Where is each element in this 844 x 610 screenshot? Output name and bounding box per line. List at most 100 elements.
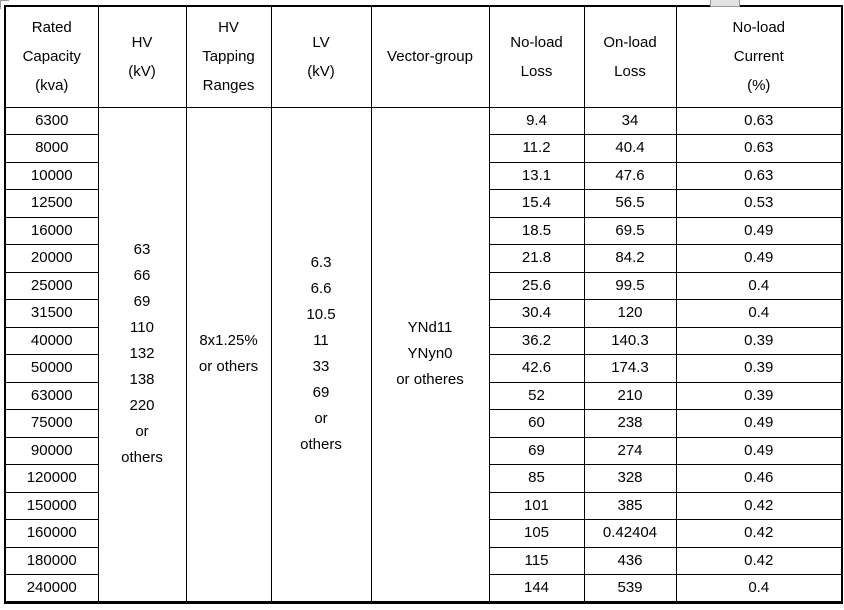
cell-hv-values-merged: 63 66 69 110 132 138 220 or others <box>97 106 187 603</box>
cell-no-load-loss: 11.2 <box>488 134 585 163</box>
cell-on-load-loss: 274 <box>583 436 677 465</box>
cell-no-load-loss: 85 <box>488 464 585 493</box>
table-row: 8000 11.2 40.4 0.63 <box>4 134 843 163</box>
table-row: 6300 63 66 69 110 132 138 220 or others 8x… <box>4 106 843 603</box>
cell-on-load-loss: 328 <box>583 464 677 493</box>
cell-rated-capacity: 20000 <box>4 244 99 273</box>
header-rated-capacity: Rated Capacity (kva) <box>4 5 99 108</box>
cell-no-load-loss: 18.5 <box>488 216 585 245</box>
cell-no-load-loss: 15.4 <box>488 189 585 218</box>
cell-hv-tapping-merged: 8x1.25% or others <box>185 106 272 603</box>
cell-rated-capacity: 120000 <box>4 464 99 493</box>
cell-rated-capacity: 160000 <box>4 519 99 548</box>
table-row: 40000 36.2 140.3 0.39 <box>4 326 843 355</box>
table-row: 16000 18.5 69.5 0.49 <box>4 216 843 245</box>
table-row: 50000 42.6 174.3 0.39 <box>4 354 843 383</box>
cell-rated-capacity: 16000 <box>4 216 99 245</box>
cell-no-load-current: 0.49 <box>675 436 843 465</box>
cell-no-load-current: 0.63 <box>675 161 843 190</box>
table-row: 31500 30.4 120 0.4 <box>4 299 843 328</box>
header-row: Rated Capacity (kva) HV (kV) HV Tapping … <box>4 5 843 108</box>
header-hv: HV (kV) <box>97 5 187 108</box>
cell-no-load-current: 0.42 <box>675 546 843 575</box>
cell-rated-capacity: 31500 <box>4 299 99 328</box>
cell-no-load-current: 0.53 <box>675 189 843 218</box>
cell-no-load-loss: 30.4 <box>488 299 585 328</box>
cell-no-load-current: 0.63 <box>675 134 843 163</box>
table-row: 25000 25.6 99.5 0.4 <box>4 271 843 300</box>
cell-no-load-current: 0.39 <box>675 354 843 383</box>
top-edge-artifact <box>710 0 740 7</box>
table-row: 90000 69 274 0.49 <box>4 436 843 465</box>
cell-on-load-loss: 40.4 <box>583 134 677 163</box>
cell-no-load-current: 0.63 <box>675 106 843 135</box>
cell-on-load-loss: 140.3 <box>583 326 677 355</box>
cell-no-load-current: 0.42 <box>675 491 843 520</box>
cell-on-load-loss: 34 <box>583 106 677 135</box>
table-row: 120000 85 328 0.46 <box>4 464 843 493</box>
cell-no-load-loss: 21.8 <box>488 244 585 273</box>
transformer-spec-table: Rated Capacity (kva) HV (kV) HV Tapping … <box>4 5 843 604</box>
cell-no-load-current: 0.49 <box>675 409 843 438</box>
cell-rated-capacity: 40000 <box>4 326 99 355</box>
cell-on-load-loss: 84.2 <box>583 244 677 273</box>
cell-on-load-loss: 210 <box>583 381 677 410</box>
crosshair-artifact <box>0 0 9 9</box>
table-row: 240000 144 539 0.4 <box>4 574 843 603</box>
cell-no-load-loss: 144 <box>488 574 585 603</box>
cell-on-load-loss: 539 <box>583 574 677 603</box>
table-body: 6300 63 66 69 110 132 138 220 or others 8x… <box>4 106 843 603</box>
cell-on-load-loss: 56.5 <box>583 189 677 218</box>
cell-no-load-loss: 9.4 <box>488 106 585 135</box>
cell-on-load-loss: 385 <box>583 491 677 520</box>
table-row: 180000 115 436 0.42 <box>4 546 843 575</box>
cell-no-load-loss: 60 <box>488 409 585 438</box>
cell-on-load-loss: 69.5 <box>583 216 677 245</box>
cell-rated-capacity: 75000 <box>4 409 99 438</box>
header-on-load-loss: On-load Loss <box>583 5 677 108</box>
cell-no-load-loss: 42.6 <box>488 354 585 383</box>
table-row: 63000 52 210 0.39 <box>4 381 843 410</box>
cell-no-load-current: 0.42 <box>675 519 843 548</box>
cell-no-load-loss: 13.1 <box>488 161 585 190</box>
header-lv: LV (kV) <box>270 5 372 108</box>
cell-no-load-current: 0.49 <box>675 216 843 245</box>
cell-on-load-loss: 120 <box>583 299 677 328</box>
cell-rated-capacity: 90000 <box>4 436 99 465</box>
cell-on-load-loss: 436 <box>583 546 677 575</box>
cell-no-load-loss: 115 <box>488 546 585 575</box>
cell-lv-values-merged: 6.3 6.6 10.5 11 33 69 or others <box>270 106 372 603</box>
cell-rated-capacity: 63000 <box>4 381 99 410</box>
cell-no-load-current: 0.4 <box>675 271 843 300</box>
cell-no-load-current: 0.4 <box>675 574 843 603</box>
cell-no-load-current: 0.39 <box>675 326 843 355</box>
cell-rated-capacity: 180000 <box>4 546 99 575</box>
cell-rated-capacity: 150000 <box>4 491 99 520</box>
header-no-load-loss: No-load Loss <box>488 5 585 108</box>
cell-no-load-loss: 25.6 <box>488 271 585 300</box>
table-header: Rated Capacity (kva) HV (kV) HV Tapping … <box>4 5 843 108</box>
table-row: 12500 15.4 56.5 0.53 <box>4 189 843 218</box>
cell-no-load-loss: 52 <box>488 381 585 410</box>
cell-rated-capacity: 6300 <box>4 106 99 135</box>
header-vector-group: Vector-group <box>370 5 490 108</box>
cell-rated-capacity: 50000 <box>4 354 99 383</box>
cell-rated-capacity: 240000 <box>4 574 99 603</box>
table-row: 150000 101 385 0.42 <box>4 491 843 520</box>
cell-no-load-current: 0.49 <box>675 244 843 273</box>
header-no-load-current: No-load Current (%) <box>675 5 843 108</box>
cell-on-load-loss: 99.5 <box>583 271 677 300</box>
cell-rated-capacity: 10000 <box>4 161 99 190</box>
cell-no-load-loss: 101 <box>488 491 585 520</box>
cell-no-load-current: 0.4 <box>675 299 843 328</box>
cell-no-load-loss: 105 <box>488 519 585 548</box>
cell-on-load-loss: 174.3 <box>583 354 677 383</box>
cell-vector-group-merged: YNd11 YNyn0 or otheres <box>370 106 490 603</box>
cell-rated-capacity: 8000 <box>4 134 99 163</box>
cell-rated-capacity: 25000 <box>4 271 99 300</box>
header-hv-tapping-ranges: HV Tapping Ranges <box>185 5 272 108</box>
cell-no-load-current: 0.39 <box>675 381 843 410</box>
table-row: 10000 13.1 47.6 0.63 <box>4 161 843 190</box>
cell-no-load-loss: 69 <box>488 436 585 465</box>
